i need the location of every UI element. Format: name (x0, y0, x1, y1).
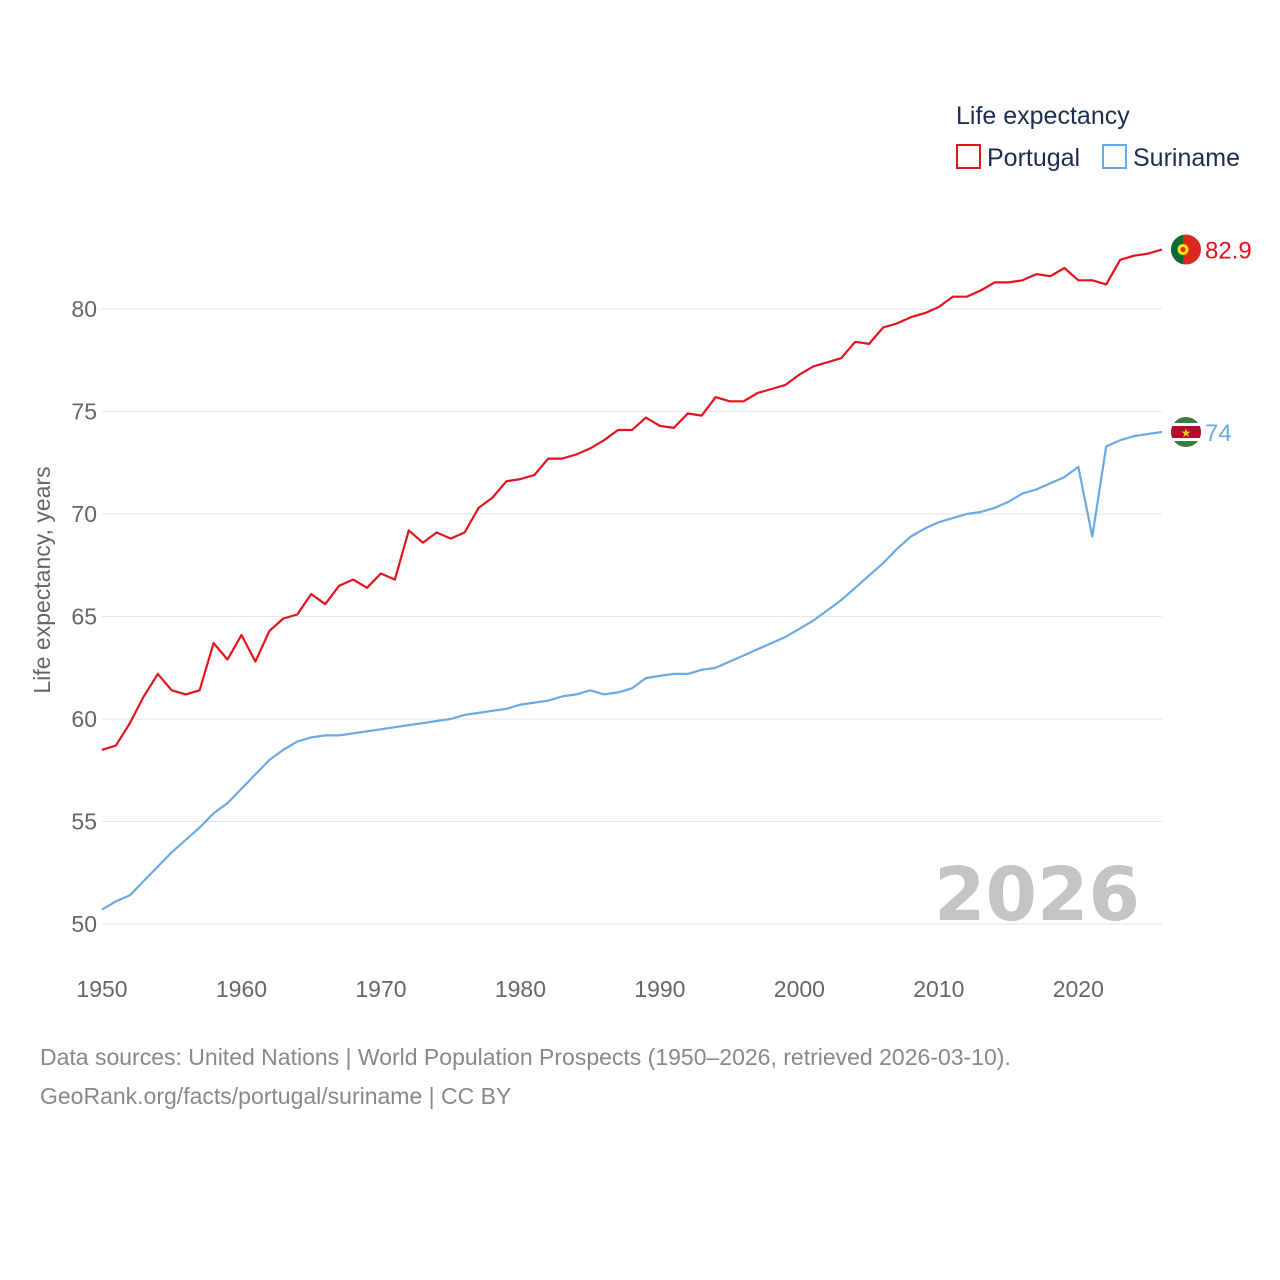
x-tick-label: 2000 (774, 976, 825, 1002)
data-sources: Data sources: United Nations | World Pop… (40, 1044, 1011, 1070)
legend: Life expectancy Portugal Suriname (956, 102, 1240, 172)
legend-label-portugal[interactable]: Portugal (987, 144, 1080, 172)
x-tick-label: 1980 (495, 976, 546, 1002)
y-tick-label: 75 (71, 399, 97, 425)
y-tick-label: 60 (71, 706, 97, 732)
y-tick-label: 50 (71, 911, 97, 937)
y-tick-label: 65 (71, 604, 97, 630)
end-value-portugal: 82.9 (1205, 238, 1252, 265)
x-axis-ticks: 1950 1960 1970 1980 1990 2000 2010 2020 (76, 976, 1103, 1002)
y-tick-label: 70 (71, 501, 97, 527)
legend-label-suriname[interactable]: Suriname (1133, 144, 1240, 172)
end-markers: 82.9 ★ 74 (1171, 234, 1252, 447)
y-axis-ticks: 50 55 60 65 70 75 80 (71, 296, 97, 937)
x-tick-label: 1960 (216, 976, 267, 1002)
suriname-flag-icon: ★ (1171, 417, 1201, 447)
legend-title: Life expectancy (956, 102, 1130, 130)
end-value-suriname: 74 (1205, 420, 1232, 447)
grid-lines (102, 308, 1162, 925)
year-watermark: 2026 (934, 852, 1140, 938)
series-line-portugal[interactable] (101, 248, 1163, 751)
legend-swatch-suriname[interactable] (1102, 144, 1127, 169)
x-tick-label: 1950 (76, 976, 127, 1002)
series-line-suriname[interactable] (101, 430, 1163, 911)
portugal-flag-icon (1171, 234, 1201, 265)
legend-swatch-portugal[interactable] (956, 144, 981, 169)
x-tick-label: 1970 (355, 976, 406, 1002)
svg-text:★: ★ (1181, 426, 1192, 440)
x-tick-label: 2020 (1053, 976, 1104, 1002)
credit-line: GeoRank.org/facts/portugal/suriname | CC… (40, 1083, 512, 1109)
series-lines (101, 248, 1163, 911)
x-tick-label: 1990 (634, 976, 685, 1002)
y-tick-label: 80 (71, 296, 97, 322)
x-tick-label: 2010 (913, 976, 964, 1002)
y-axis-label: Life expectancy, years (29, 466, 55, 693)
y-tick-label: 55 (71, 809, 97, 835)
